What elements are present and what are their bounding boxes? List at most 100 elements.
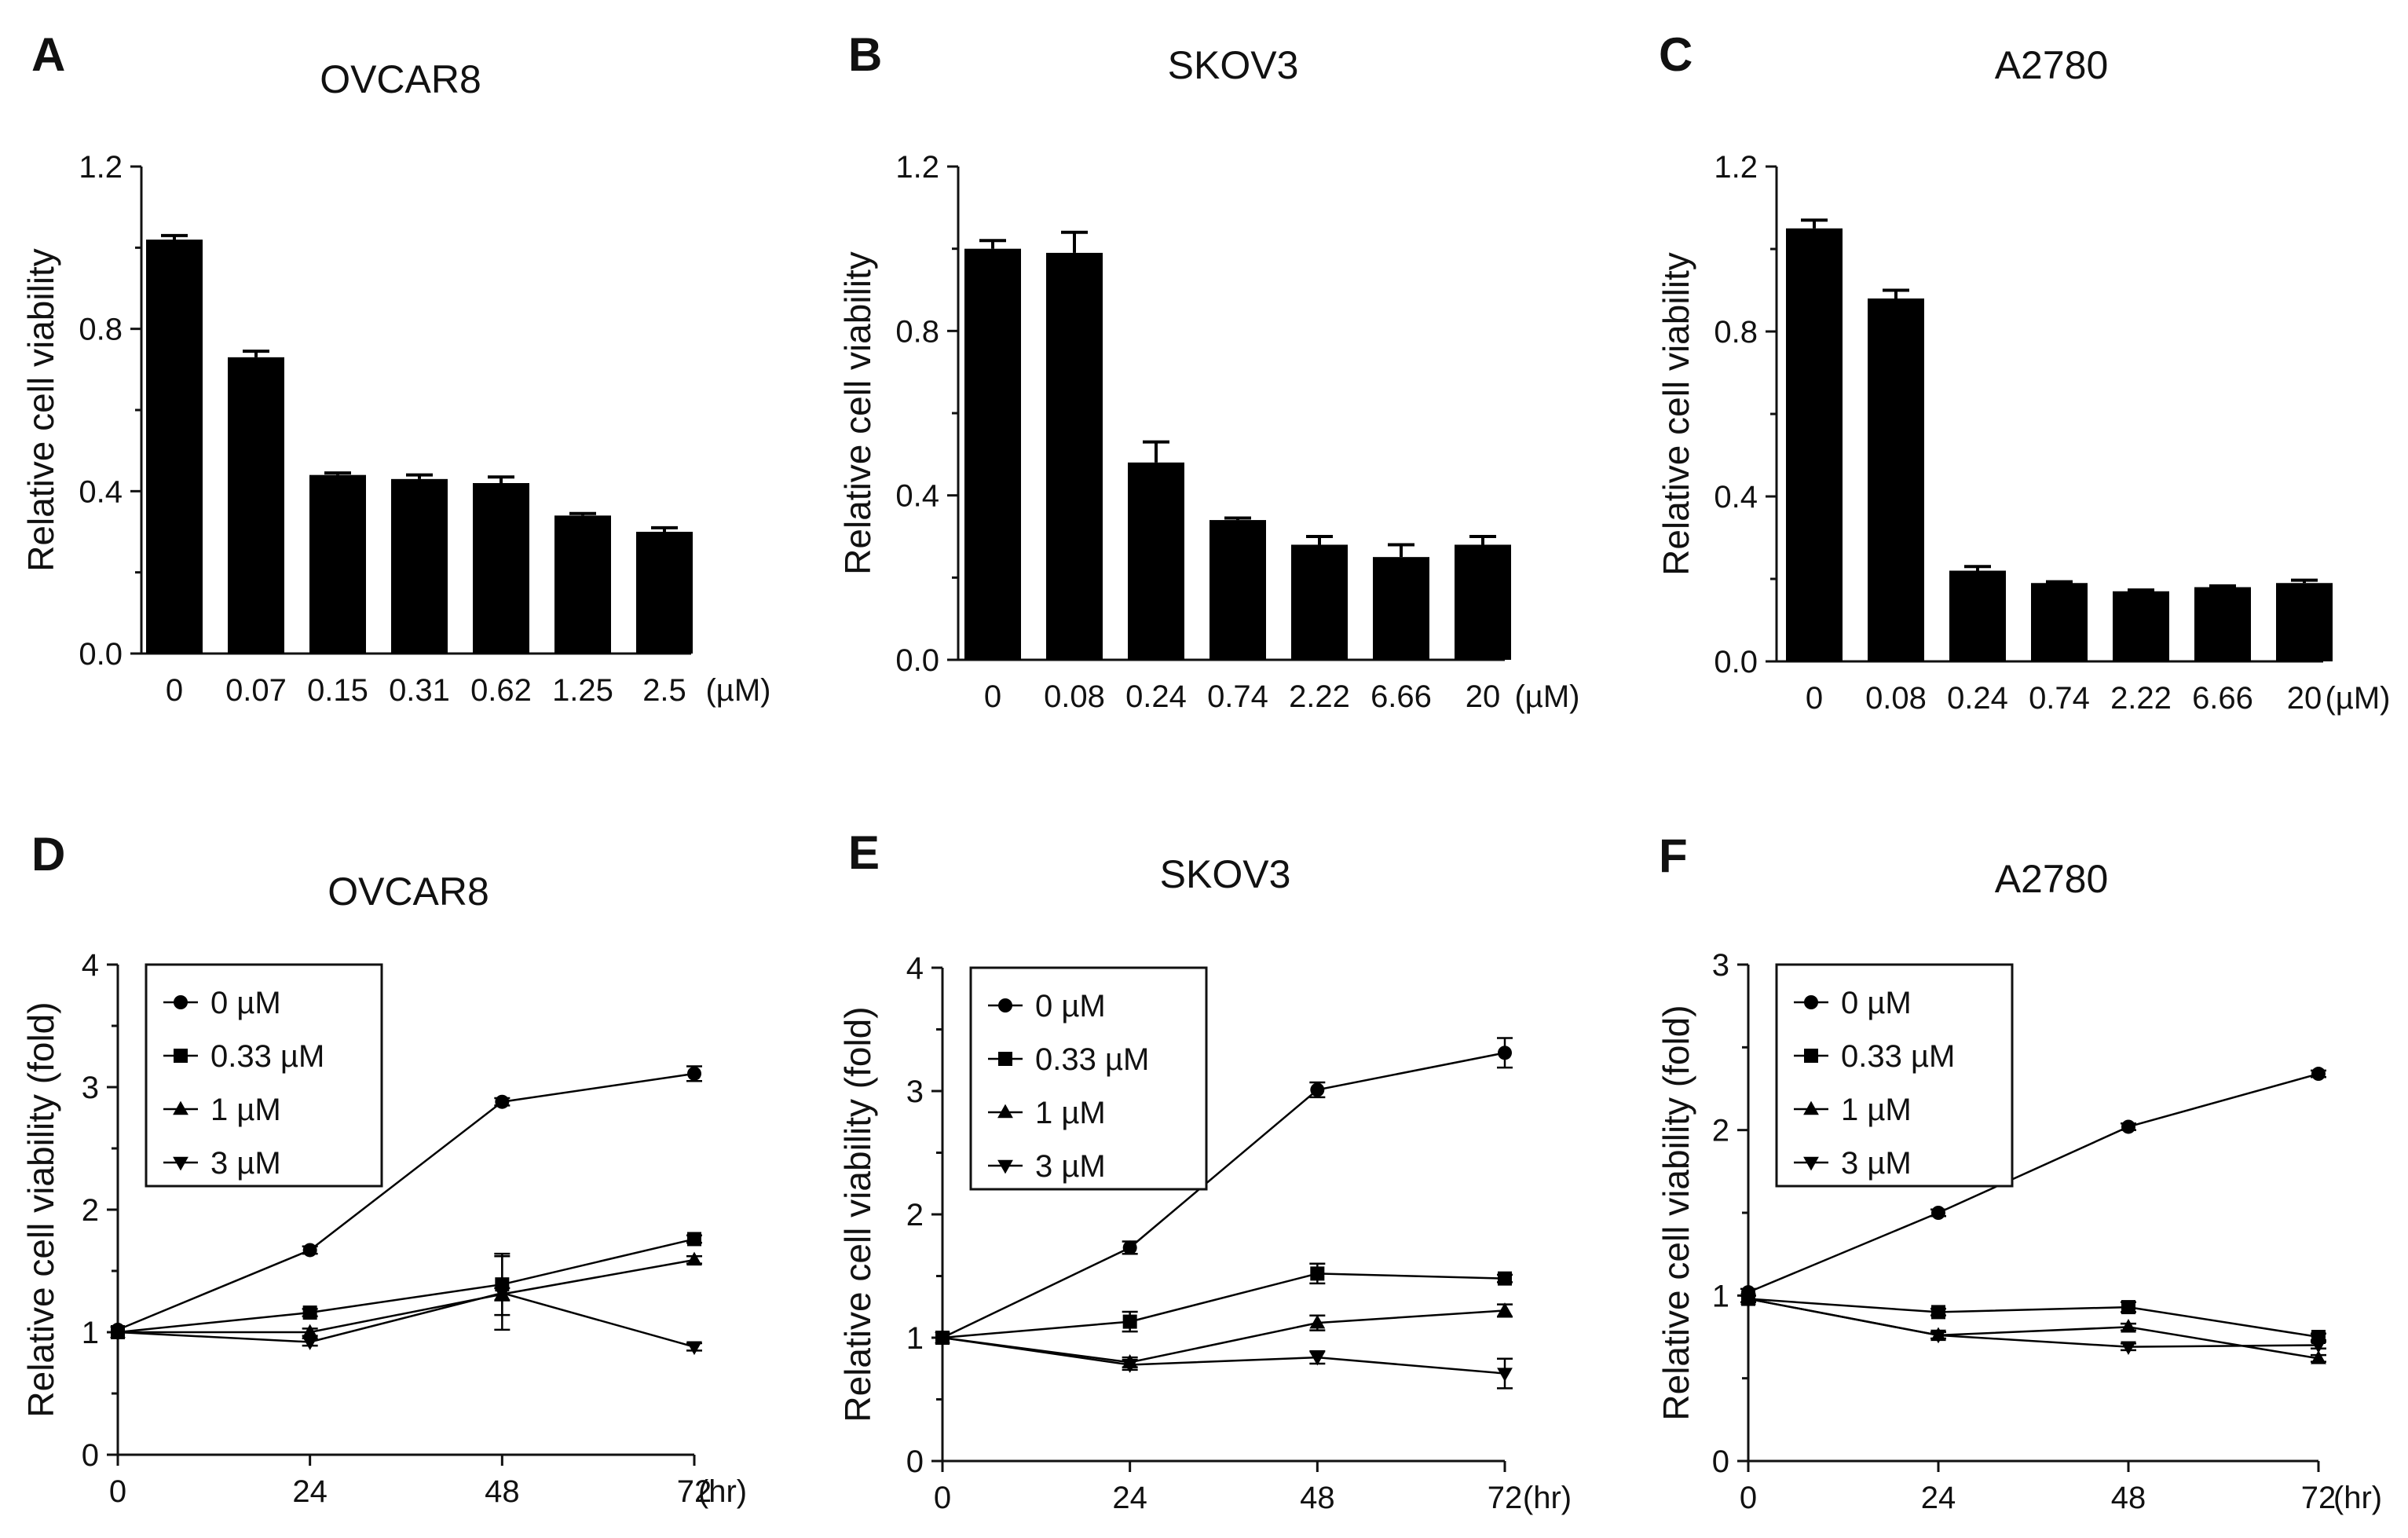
series-line [118, 1258, 695, 1334]
marker-triangle-down [1497, 1368, 1513, 1382]
x-tick-label: 0.62 [470, 673, 532, 708]
marker-circle [687, 1066, 701, 1081]
marker-circle [1122, 1240, 1137, 1255]
marker-triangle-down [997, 1159, 1013, 1174]
marker-triangle-up [686, 1251, 702, 1266]
bar [1868, 298, 1924, 661]
series-line [942, 1052, 1506, 1339]
y-axis-label: Relative cell viability (fold) [20, 1002, 61, 1417]
y-tick-label: 0.0 [895, 643, 939, 678]
bar [2194, 587, 2251, 661]
bar [964, 248, 1021, 661]
marker-circle [2121, 1119, 2135, 1134]
marker-triangle-up [1309, 1314, 1326, 1329]
y-tick-label: 3 [1712, 948, 1729, 983]
bar [1046, 252, 1103, 660]
bar [554, 515, 611, 654]
y-tick-label: 1.2 [1714, 150, 1758, 185]
x-unit-label: (hr) [698, 1474, 747, 1509]
marker-square [1122, 1314, 1137, 1329]
marker-triangle-up [2311, 1350, 2326, 1364]
x-tick-label: 2.5 [642, 673, 686, 708]
x-tick-label: 48 [2111, 1481, 2146, 1515]
x-tick-label: 20 [2287, 681, 2322, 716]
legend-label: 0 µM [210, 986, 281, 1020]
marker-triangle-up [997, 1104, 1013, 1119]
x-tick-label: 1.25 [552, 673, 613, 708]
legend-label: 0 µM [1035, 989, 1106, 1024]
y-tick-label: 0.8 [1714, 315, 1758, 350]
bar [2113, 591, 2169, 661]
marker-triangle-down [1803, 1156, 1819, 1171]
marker-square [1310, 1266, 1325, 1281]
x-tick-label: 0.08 [1044, 679, 1105, 714]
y-axis-label: Relative cell viability [837, 251, 878, 575]
chart-title: SKOV3 [1160, 852, 1291, 896]
x-unit-label: (µM) [1514, 679, 1579, 714]
series-line [942, 1273, 1506, 1339]
y-tick-label: 0.4 [895, 479, 939, 514]
series-line [1747, 1298, 2319, 1338]
marker-circle [302, 1243, 317, 1258]
y-axis-label: Relative cell viability (fold) [837, 1006, 878, 1422]
y-axis-label: Relative cell viability [20, 248, 61, 572]
panel-d: D OVCAR8 Relative cell viability (fold) 0 1 2… [20, 828, 747, 1509]
panel-letter: D [31, 828, 65, 881]
y-tick-label: 0.4 [79, 474, 123, 509]
y-axis-label: Relative cell viability (fold) [1656, 1005, 1696, 1420]
panel-letter: B [848, 28, 882, 81]
x-tick-label: 0.74 [1207, 679, 1268, 714]
marker-triangle-up [1803, 1100, 1819, 1115]
legend-label: 1 µM [210, 1093, 281, 1127]
bar [391, 478, 448, 654]
y-tick-label: 2 [1712, 1114, 1729, 1148]
legend-label: 0 µM [1841, 986, 1912, 1020]
x-tick-label: 0.08 [1865, 681, 1927, 716]
chart-title: OVCAR8 [328, 870, 489, 914]
bar [636, 532, 693, 654]
marker-triangle-down [494, 1287, 511, 1302]
legend-label: 0.33 µM [1841, 1039, 1955, 1074]
marker-triangle-down [935, 1331, 950, 1346]
marker-triangle-down [173, 1156, 188, 1171]
y-tick-label: 0.8 [895, 314, 939, 349]
marker-circle [1931, 1206, 1945, 1220]
legend-label: 1 µM [1035, 1096, 1106, 1130]
x-unit-label: (µM) [705, 673, 770, 708]
chart-title: A2780 [1995, 43, 2109, 87]
legend-label: 3 µM [1841, 1146, 1912, 1181]
y-tick-label: 0.0 [79, 637, 123, 672]
legend-label: 1 µM [1841, 1093, 1912, 1127]
marker-square [2121, 1300, 2135, 1315]
bar [1128, 462, 1184, 660]
marker-triangle-down [302, 1336, 318, 1350]
y-tick-label: 1 [906, 1321, 924, 1356]
panel-f: F A2780 Relative cell viability (fold) 0 1 2 3… [1656, 829, 2382, 1515]
legend-label: 3 µM [210, 1146, 281, 1181]
marker-circle [1498, 1045, 1512, 1060]
marker-circle [174, 995, 188, 1009]
marker-square [1931, 1305, 1945, 1320]
marker-circle [1310, 1082, 1325, 1097]
x-tick-label: 0 [166, 673, 183, 708]
y-tick-label: 1.2 [79, 150, 123, 185]
y-tick-label: 0.4 [1714, 480, 1758, 514]
marker-triangle-down [2311, 1339, 2326, 1353]
y-tick-label: 2 [82, 1193, 99, 1228]
marker-triangle-up [302, 1324, 318, 1338]
y-tick-label: 4 [906, 951, 924, 986]
series-line [942, 1336, 1506, 1375]
bar [1455, 544, 1511, 660]
chart-title: OVCAR8 [320, 57, 481, 101]
x-tick-label: 72 [1488, 1481, 1523, 1515]
panel-c: C A2780 Relative cell viability 0.0 0.4 0.8 1.… [1656, 28, 2391, 716]
legend-label: 3 µM [1035, 1149, 1106, 1184]
y-tick-label: 0 [82, 1438, 99, 1473]
marker-square [687, 1232, 701, 1247]
x-tick-label: 0 [109, 1474, 126, 1509]
y-tick-label: 0 [906, 1445, 924, 1479]
panel-b: B SKOV3 Relative cell viability 0.0 0.4 0.8 1.… [837, 28, 1580, 714]
bar [1949, 570, 2006, 661]
y-tick-label: 4 [82, 948, 99, 983]
